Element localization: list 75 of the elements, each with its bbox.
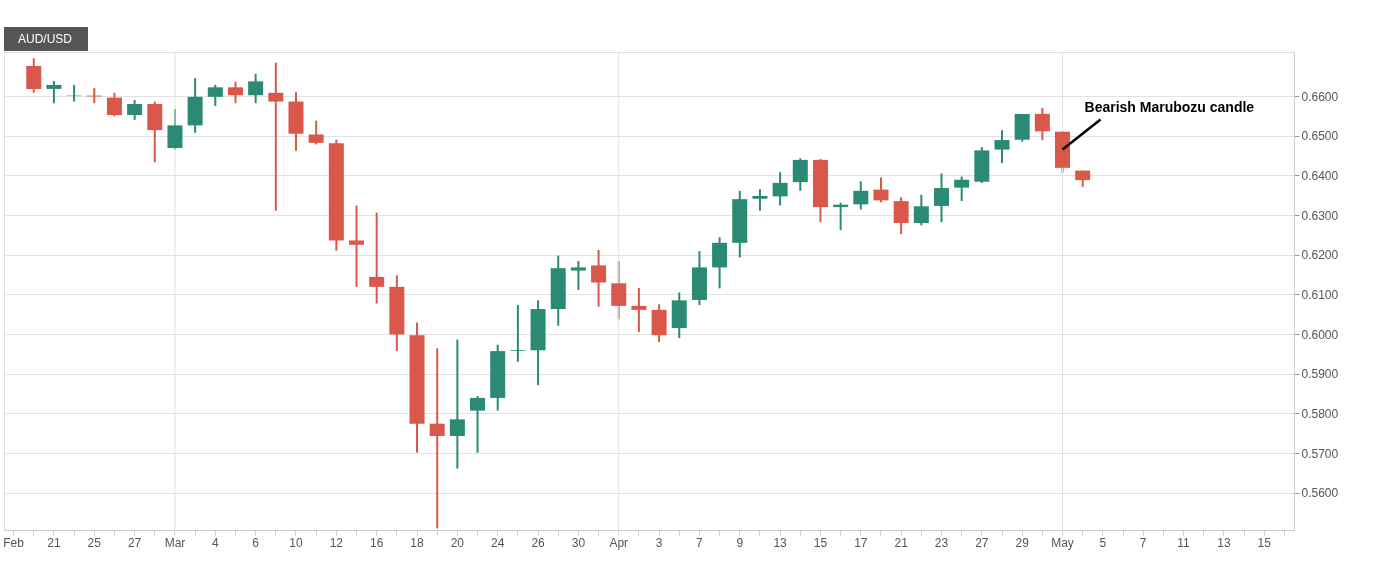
candlestick: [308, 119, 324, 146]
x-tick-label: 13: [773, 535, 788, 550]
x-tick-label: Feb: [3, 535, 25, 550]
x-tick-label: 18: [410, 535, 425, 550]
candlestick: [933, 172, 949, 224]
x-tick-label: 7: [1139, 535, 1147, 550]
candlestick: [268, 61, 284, 212]
y-tick-label: 0.6600: [1301, 89, 1339, 104]
x-tick-label: 21: [47, 535, 61, 550]
x-tick-label: 6: [252, 535, 260, 550]
x-tick-label: 4: [211, 535, 219, 550]
x-tick-label: 9: [736, 535, 744, 550]
candlestick: [792, 157, 808, 192]
x-tick-label: 12: [329, 535, 344, 550]
candlestick: [913, 193, 929, 227]
candlestick: [127, 99, 143, 121]
x-tick-label: 10: [289, 535, 303, 550]
candlestick: [570, 260, 586, 292]
annotation: Bearish Marubozu candle: [1084, 98, 1255, 115]
x-tick-label: 20: [450, 535, 465, 550]
y-tick-label: 0.6300: [1301, 208, 1339, 223]
candlestick: [449, 338, 465, 470]
candlestick: [369, 211, 385, 305]
candlestick: [106, 91, 122, 118]
x-tick-label: Mar: [164, 535, 186, 550]
x-tick-label: 16: [370, 535, 384, 550]
x-tick-label: 17: [854, 535, 868, 550]
x-tick-label: 21: [894, 535, 909, 550]
x-tick-label: 24: [491, 535, 505, 550]
x-tick-label: 15: [1257, 535, 1272, 550]
candlestick: [873, 176, 889, 204]
candlestick: [772, 171, 788, 207]
candlestick: [954, 175, 970, 203]
candlestick: [752, 188, 768, 212]
x-tick-label: May: [1051, 535, 1074, 550]
x-tick-label: 26: [531, 535, 546, 550]
x-tick-label: 27: [975, 535, 989, 550]
candlestick: [994, 129, 1010, 165]
x-tick-label: 13: [1217, 535, 1231, 550]
y-tick-label: 0.6400: [1301, 168, 1339, 183]
y-tick-label: 0.5700: [1301, 446, 1339, 461]
x-tick-label: 25: [87, 535, 102, 550]
y-tick-label: 0.6000: [1301, 327, 1339, 342]
candlestick: [349, 204, 365, 288]
x-tick-label: 11: [1177, 535, 1191, 550]
candlestick: [1034, 106, 1050, 142]
x-tick-label: 15: [813, 535, 828, 550]
x-tick-label: 30: [571, 535, 586, 550]
candlestick: [510, 304, 526, 363]
candlestick: [26, 57, 42, 94]
x-tick-label: 29: [1015, 535, 1030, 550]
candlestick: [591, 248, 607, 308]
x-tick-label: 27: [127, 535, 142, 550]
candlestick: [611, 260, 627, 321]
x-tick-label: Apr: [609, 535, 629, 550]
y-tick-label: 0.5900: [1301, 367, 1339, 382]
candlestick: [227, 80, 243, 105]
x-tick-label: 5: [1099, 535, 1107, 550]
x-tick-label: 7: [696, 535, 704, 550]
y-tick-label: 0.5800: [1301, 406, 1339, 421]
candlestick: [46, 79, 62, 105]
candlestick: [207, 83, 223, 107]
candlestick: [470, 394, 486, 454]
candlestick: [893, 196, 909, 236]
y-tick-label: 0.6500: [1301, 129, 1339, 144]
x-tick-label: 23: [934, 535, 949, 550]
y-tick-label: 0.5600: [1301, 486, 1339, 501]
candlestick: [631, 287, 647, 334]
x-tick-label: 3: [655, 535, 663, 550]
candlestick: [429, 347, 445, 530]
chart-title: AUD/USD: [18, 32, 73, 46]
y-tick-label: 0.6100: [1301, 287, 1339, 302]
candlestick: [853, 180, 869, 211]
y-tick-label: 0.6200: [1301, 248, 1339, 263]
candlestick: [248, 72, 264, 105]
